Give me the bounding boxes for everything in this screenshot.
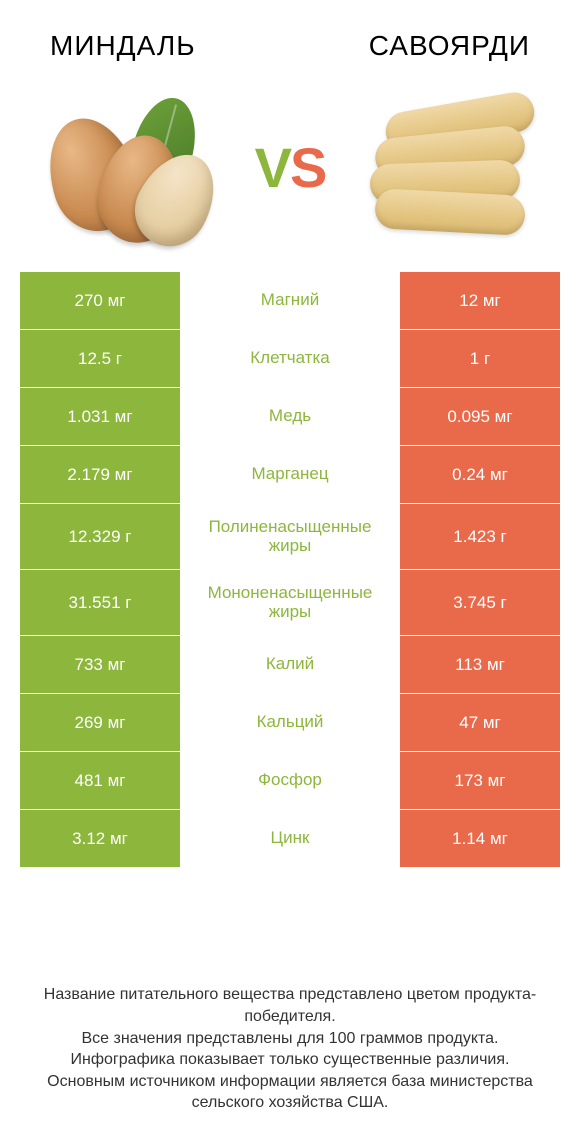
nutrient-label: Полиненасыщенные жиры	[180, 504, 400, 569]
left-value: 12.329 г	[20, 504, 180, 569]
right-value: 12 мг	[400, 272, 560, 329]
left-value: 12.5 г	[20, 330, 180, 387]
vs-s: S	[290, 136, 325, 199]
right-value: 1.14 мг	[400, 810, 560, 867]
vs-v: V	[255, 136, 290, 199]
left-value: 2.179 мг	[20, 446, 180, 503]
left-product-image	[40, 87, 220, 247]
table-row: 31.551 гМононенасыщенные жиры3.745 г	[20, 570, 560, 636]
table-row: 2.179 мгМарганец0.24 мг	[20, 446, 560, 504]
table-row: 1.031 мгМедь0.095 мг	[20, 388, 560, 446]
footer-line: Инфографика показывает только существенн…	[24, 1049, 556, 1071]
right-value: 47 мг	[400, 694, 560, 751]
left-value: 3.12 мг	[20, 810, 180, 867]
table-row: 481 мгФосфор173 мг	[20, 752, 560, 810]
left-value: 733 мг	[20, 636, 180, 693]
left-value: 270 мг	[20, 272, 180, 329]
table-row: 12.5 гКлетчатка1 г	[20, 330, 560, 388]
table-row: 12.329 гПолиненасыщенные жиры1.423 г	[20, 504, 560, 570]
right-product-image	[360, 87, 540, 247]
nutrient-label: Калий	[180, 636, 400, 693]
nutrient-label: Клетчатка	[180, 330, 400, 387]
table-row: 733 мгКалий113 мг	[20, 636, 560, 694]
left-value: 481 мг	[20, 752, 180, 809]
nutrient-label: Марганец	[180, 446, 400, 503]
left-product-title: Миндаль	[50, 30, 196, 62]
table-row: 269 мгКальций47 мг	[20, 694, 560, 752]
table-row: 270 мгМагний12 мг	[20, 272, 560, 330]
right-value: 0.24 мг	[400, 446, 560, 503]
nutrient-label: Цинк	[180, 810, 400, 867]
right-value: 0.095 мг	[400, 388, 560, 445]
left-value: 269 мг	[20, 694, 180, 751]
footer-line: Название питательного вещества представл…	[24, 984, 556, 1027]
left-value: 1.031 мг	[20, 388, 180, 445]
right-value: 1 г	[400, 330, 560, 387]
footer-line: Все значения представлены для 100 граммо…	[24, 1028, 556, 1050]
images-row: VS	[0, 72, 580, 272]
right-value: 3.745 г	[400, 570, 560, 635]
right-value: 173 мг	[400, 752, 560, 809]
left-value: 31.551 г	[20, 570, 180, 635]
nutrient-label: Магний	[180, 272, 400, 329]
right-value: 1.423 г	[400, 504, 560, 569]
footer-line: Основным источником информации является …	[24, 1071, 556, 1114]
header: Миндаль Савоярди	[0, 0, 580, 72]
ladyfinger-icon	[374, 188, 526, 236]
nutrient-label: Мононенасыщенные жиры	[180, 570, 400, 635]
vs-label: VS	[255, 135, 326, 200]
nutrient-label: Фосфор	[180, 752, 400, 809]
footer-note: Название питательного вещества представл…	[0, 984, 580, 1114]
nutrient-label: Медь	[180, 388, 400, 445]
right-value: 113 мг	[400, 636, 560, 693]
right-product-title: Савоярди	[369, 30, 530, 62]
nutrition-table: 270 мгМагний12 мг12.5 гКлетчатка1 г1.031…	[0, 272, 580, 868]
nutrient-label: Кальций	[180, 694, 400, 751]
table-row: 3.12 мгЦинк1.14 мг	[20, 810, 560, 868]
